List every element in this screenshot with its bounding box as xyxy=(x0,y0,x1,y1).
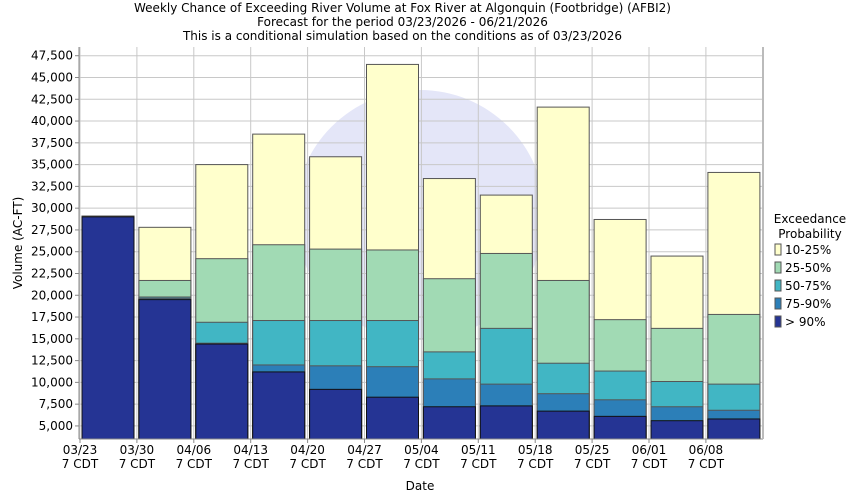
legend-swatch xyxy=(774,243,782,256)
y-axis-label: Volume (AC-FT) xyxy=(11,197,25,290)
x-tick-label: 05/11 xyxy=(461,443,496,457)
legend-swatch xyxy=(774,297,782,310)
x-tick-label: 04/06 xyxy=(177,443,212,457)
y-tick-label: 30,000 xyxy=(31,201,73,215)
legend-title: Exceedance xyxy=(774,212,846,226)
chart-title: Weekly Chance of Exceeding River Volume … xyxy=(134,1,671,15)
bar-segment--90- xyxy=(479,405,533,440)
x-tick-sublabel: 7 CDT xyxy=(460,457,497,471)
bar-segment--90- xyxy=(536,410,590,440)
y-tick-label: 47,500 xyxy=(31,49,73,63)
legend-label: 10-25% xyxy=(785,243,831,257)
x-tick-label: 05/04 xyxy=(404,443,439,457)
x-tick-label: 04/20 xyxy=(290,443,325,457)
x-tick-label: 04/27 xyxy=(347,443,382,457)
x-tick-sublabel: 7 CDT xyxy=(574,457,611,471)
x-tick-sublabel: 7 CDT xyxy=(631,457,668,471)
y-tick-label: 42,500 xyxy=(31,92,73,106)
bar-segment--90- xyxy=(309,388,363,440)
x-tick-label: 03/23 xyxy=(63,443,98,457)
x-tick-sublabel: 7 CDT xyxy=(232,457,269,471)
bar-segment--90- xyxy=(138,299,192,440)
y-tick-label: 25,000 xyxy=(31,245,73,259)
bar-segment--90- xyxy=(366,396,419,440)
x-tick-sublabel: 7 CDT xyxy=(62,457,99,471)
x-tick-sublabel: 7 CDT xyxy=(346,457,383,471)
bar-segment--90- xyxy=(422,406,476,440)
legend-label: > 90% xyxy=(785,315,826,329)
x-tick-sublabel: 7 CDT xyxy=(403,457,440,471)
y-tick-label: 35,000 xyxy=(31,158,73,172)
chart-subtitle-condition: This is a conditional simulation based o… xyxy=(182,29,623,43)
y-tick-label: 32,500 xyxy=(31,179,73,193)
y-tick-label: 5,000 xyxy=(39,419,73,433)
bar-segment--90- xyxy=(707,418,761,440)
legend-label: 75-90% xyxy=(785,297,831,311)
x-axis-label: Date xyxy=(406,479,435,493)
y-tick-label: 27,500 xyxy=(31,223,73,237)
legend-label: 25-50% xyxy=(785,261,831,275)
y-tick-label: 17,500 xyxy=(31,310,73,324)
y-tick-label: 10,000 xyxy=(31,375,73,389)
legend-swatch xyxy=(774,315,782,328)
x-tick-label: 05/18 xyxy=(518,443,553,457)
x-tick-sublabel: 7 CDT xyxy=(688,457,725,471)
bar-segment--90- xyxy=(81,216,135,440)
y-tick-label: 45,000 xyxy=(31,70,73,84)
y-tick-label: 40,000 xyxy=(31,114,73,128)
bar-segment--90- xyxy=(195,343,249,440)
x-tick-sublabel: 7 CDT xyxy=(289,457,326,471)
y-tick-label: 37,500 xyxy=(31,136,73,150)
y-tick-label: 20,000 xyxy=(31,288,73,302)
y-tick-label: 7,500 xyxy=(39,397,73,411)
x-tick-label: 06/08 xyxy=(689,443,724,457)
legend-title: Probability xyxy=(778,227,841,241)
bar-segment--90- xyxy=(650,420,704,440)
x-tick-label: 03/30 xyxy=(120,443,155,457)
x-tick-sublabel: 7 CDT xyxy=(517,457,554,471)
x-tick-label: 04/13 xyxy=(233,443,268,457)
bar-segment--90- xyxy=(252,371,306,440)
x-tick-sublabel: 7 CDT xyxy=(119,457,156,471)
x-tick-sublabel: 7 CDT xyxy=(176,457,213,471)
x-tick-label: 05/25 xyxy=(575,443,610,457)
y-tick-label: 22,500 xyxy=(31,266,73,280)
y-tick-label: 15,000 xyxy=(31,332,73,346)
legend-swatch xyxy=(774,261,782,274)
chart-subtitle-period: Forecast for the period 03/23/2026 - 06/… xyxy=(257,15,548,29)
x-tick-label: 06/01 xyxy=(632,443,667,457)
legend-label: 50-75% xyxy=(785,279,831,293)
bar-segment--90- xyxy=(593,415,647,440)
y-tick-label: 12,500 xyxy=(31,354,73,368)
legend-swatch xyxy=(774,279,782,292)
